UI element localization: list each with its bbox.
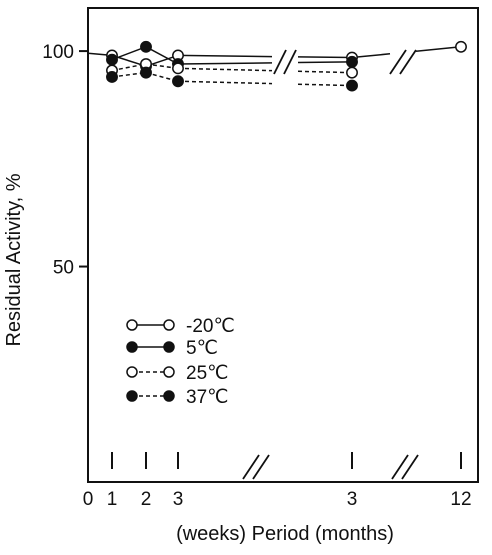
legend-marker [163,390,175,402]
series-line-segment [177,54,273,58]
axis-breaks [242,49,419,480]
data-point [140,66,152,79]
x-tick-label: 1 [107,489,118,510]
series-line-segment [297,61,353,64]
series-line-segment [145,63,179,70]
x-tick-label: 3 [173,489,184,510]
axis-break-mark [273,49,287,75]
plot-frame [87,7,479,483]
series-line-segment [297,83,353,87]
legend-marker [126,319,138,331]
legend-item: 37℃ [126,387,228,408]
legend-label: 5℃ [186,338,218,359]
series-line-segment [351,53,391,59]
axis-break-mark [283,49,297,75]
data-point [172,62,184,75]
legend-marker [163,366,175,378]
series-line-segment [111,46,147,61]
data-point [140,40,152,53]
series-line-segment [177,80,273,85]
axis-break-mark [401,454,419,480]
series-4 [106,66,358,92]
legend-label: 37℃ [186,387,228,408]
y-ticks: 50 100 [42,42,88,279]
y-axis-label: Residual Activity, % [3,173,25,346]
data-point [455,40,467,53]
series-2 [106,40,358,70]
legend-marker [126,341,138,353]
legend-marker [163,319,175,331]
series-line-segment [145,71,179,82]
legend-label: -20℃ [186,316,235,337]
x-tick-label: 0 [83,489,94,510]
legend-marker [163,341,175,353]
y-tick-label: 50 [53,258,74,279]
series-line-segment [145,46,179,65]
data-point [106,53,118,66]
data-point [172,75,184,88]
series-line-segment [297,56,353,59]
data-point [106,70,118,83]
series-layer [87,40,467,92]
series-line-segment [177,62,273,65]
y-tick-label: 100 [42,42,74,63]
legend-item: 5℃ [126,338,218,359]
data-point [346,66,358,79]
axis-break-mark [252,454,270,480]
data-point [346,55,358,68]
series-line-segment [297,70,353,74]
axis-break-mark [389,49,407,75]
plot-border [87,7,479,483]
legend-item: 25℃ [126,363,228,384]
legend-marker [126,390,138,402]
legend-label: 25℃ [186,363,228,384]
x-tick-label: 3 [347,489,358,510]
x-ticks: 0 1 2 3 3 12 [83,452,472,510]
axis-break-mark [399,49,417,75]
x-tick-label: 2 [141,489,152,510]
data-point [346,79,358,92]
legend: -20℃5℃ 25℃ 37℃ [126,316,235,408]
axis-break-mark [391,454,409,480]
legend-item: -20℃ [126,316,235,337]
series-line-segment [415,46,462,52]
x-tick-label: 12 [450,489,471,510]
x-axis-label: (weeks) Period (months) [176,523,394,545]
axis-break-mark [242,454,260,480]
legend-marker [126,366,138,378]
series-line-segment [177,67,273,72]
